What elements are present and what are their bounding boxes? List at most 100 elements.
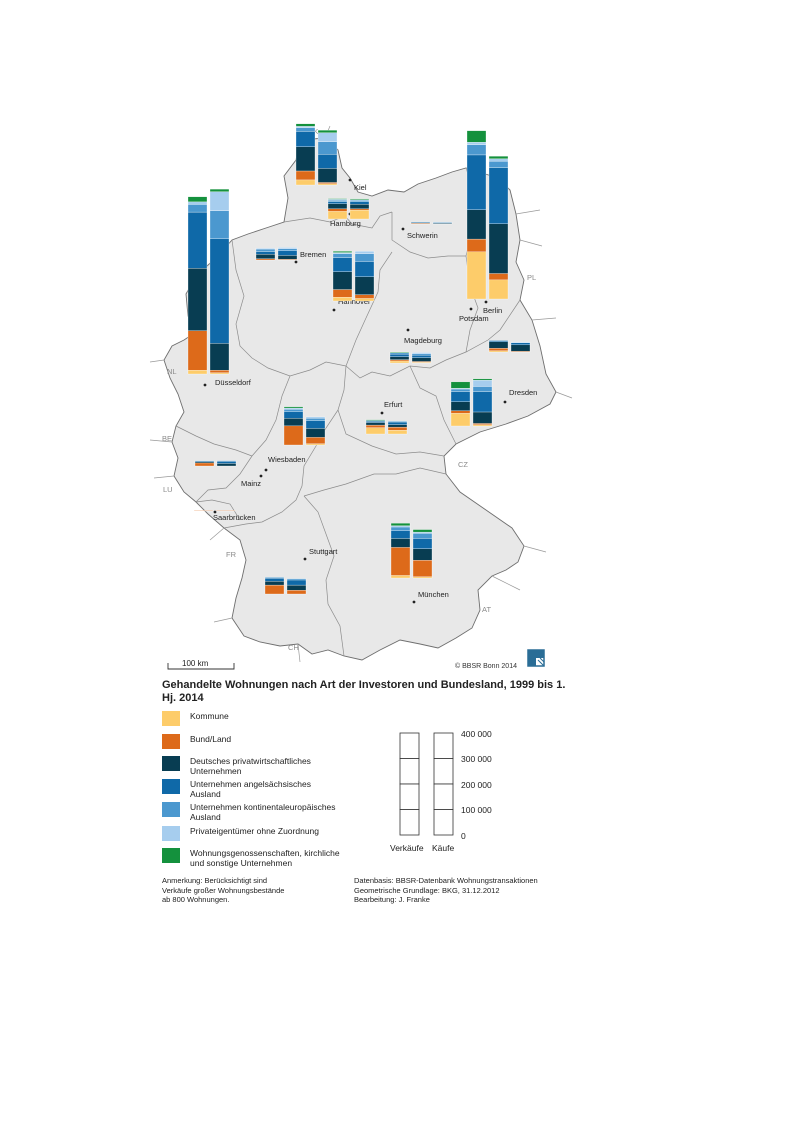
bar-brandenburg-kaeufe-privat xyxy=(510,341,531,343)
legend-item-kontinental: Unternehmen kontinentaleuropäisches Ausl… xyxy=(162,802,336,822)
scale-box-verkaeufe-2 xyxy=(399,758,420,785)
city-dot-saarbrucken xyxy=(213,510,217,514)
bar-bayern-kaeufe-privat xyxy=(412,531,433,534)
bar-bremen-kaeufe-kontinental xyxy=(277,248,298,251)
bar-sachsen-anhalt-kaeufe-privat xyxy=(411,352,432,354)
bar-niedersachsen-verkaeufe-deutsch xyxy=(332,271,353,290)
bar-hamburg-kaeufe-angel xyxy=(349,201,370,205)
bar-niedersachsen-verkaeufe-kommune xyxy=(332,297,353,302)
bar-baden-wurttemberg-verkaeufe-bund xyxy=(264,584,285,595)
bar-bremen-verkaeufe-angel xyxy=(255,251,276,255)
city-dot-wiesbaden xyxy=(264,468,268,472)
bar-sachsen-anhalt-verkaeufe-deutsch xyxy=(389,356,410,360)
bar-niedersachsen-kaeufe-kontinental xyxy=(354,253,375,262)
bar-rheinland-pfalz-verkaeufe-angel xyxy=(194,460,215,462)
bar-schleswig-holstein-kaeufe-kommune xyxy=(317,183,338,186)
legend-item-genossen: Wohnungsgenossenschaften, kirchliche und… xyxy=(162,848,340,868)
bar-hamburg-verkaeufe-bund xyxy=(327,208,348,212)
bar-bayern-verkaeufe-deutsch xyxy=(390,538,411,548)
bar-schleswig-holstein-kaeufe-angel xyxy=(317,154,338,169)
bar-bayern-verkaeufe-angel xyxy=(390,530,411,539)
bar-hessen-verkaeufe-bund xyxy=(283,425,304,446)
country-code-nl: NL xyxy=(167,367,177,376)
data-source: Datenbasis: BBSR-Datenbank Wohnungstrans… xyxy=(354,876,538,904)
bar-sachsen-anhalt-kaeufe-deutsch xyxy=(411,357,432,362)
legend-item-deutsch: Deutsches privatwirtschaftliches Unterne… xyxy=(162,756,311,776)
bar-hamburg-kaeufe-kommune xyxy=(349,209,370,220)
city-dot-munchen xyxy=(412,600,416,604)
legend-swatch-bund xyxy=(162,734,180,749)
bar-nordrhein-westfalen-kaeufe-bund xyxy=(209,370,230,373)
legend-swatch-privat xyxy=(162,826,180,841)
bar-baden-wurttemberg-verkaeufe-angel xyxy=(264,578,285,582)
bar-nordrhein-westfalen-verkaeufe-genossen xyxy=(187,196,208,203)
bar-berlin-verkaeufe-angel xyxy=(466,154,487,210)
bar-nordrhein-westfalen-kaeufe-privat xyxy=(209,191,230,211)
bar-berlin-verkaeufe-genossen xyxy=(466,130,487,143)
bbsr-logo xyxy=(527,649,545,667)
bar-sachsen-verkaeufe-angel xyxy=(450,391,471,402)
city-label-erfurt: Erfurt xyxy=(384,400,403,409)
bar-hessen-verkaeufe-privat xyxy=(283,407,304,410)
scale-box-kaeufe-3 xyxy=(433,783,454,810)
city-label-magdeburg: Magdeburg xyxy=(404,336,442,345)
bar-schleswig-holstein-verkaeufe-privat xyxy=(295,126,316,128)
country-code-lu: LU xyxy=(163,485,173,494)
legend-swatch-kontinental xyxy=(162,802,180,817)
bar-sachsen-verkaeufe-kommune xyxy=(450,413,471,427)
bar-thuringen-verkaeufe-deutsch xyxy=(365,422,386,426)
bar-nordrhein-westfalen-verkaeufe-kommune xyxy=(187,370,208,375)
bar-sachsen-anhalt-verkaeufe-angel xyxy=(389,353,410,357)
bar-niedersachsen-kaeufe-angel xyxy=(354,261,375,277)
bar-hamburg-verkaeufe-kontinental xyxy=(327,199,348,202)
bar-bremen-verkaeufe-privat xyxy=(255,248,276,250)
bar-berlin-verkaeufe-privat xyxy=(466,142,487,145)
city-dot-dresden xyxy=(503,400,507,404)
bar-bremen-verkaeufe-deutsch xyxy=(255,253,276,259)
bar-schleswig-holstein-verkaeufe-kontinental xyxy=(295,127,316,132)
bar-brandenburg-kaeufe-angel xyxy=(510,342,531,346)
city-dot-stuttgart xyxy=(303,557,307,561)
bar-baden-wurttemberg-kaeufe-deutsch xyxy=(286,584,307,591)
city-dot-hannover xyxy=(332,308,336,312)
bar-sachsen-kaeufe-bund xyxy=(472,423,493,425)
bar-hamburg-verkaeufe-kommune xyxy=(327,211,348,220)
city-label-mainz: Mainz xyxy=(241,479,261,488)
bar-nordrhein-westfalen-verkaeufe-bund xyxy=(187,330,208,371)
legend-swatch-angel xyxy=(162,779,180,794)
city-label-stuttgart: Stuttgart xyxy=(309,547,338,556)
bar-hamburg-kaeufe-bund xyxy=(349,208,370,211)
bar-bayern-verkaeufe-kontinental xyxy=(390,526,411,531)
bar-nordrhein-westfalen-kaeufe-deutsch xyxy=(209,343,230,371)
bar-sachsen-kaeufe-angel xyxy=(472,391,493,413)
city-dot-mainz xyxy=(259,474,263,478)
bar-sachsen-anhalt-verkaeufe-kommune xyxy=(389,360,410,364)
legend-item-privat: Privateigentümer ohne Zuordnung xyxy=(162,826,319,841)
bar-bremen-kaeufe-angel xyxy=(277,250,298,256)
legend-swatch-kommune xyxy=(162,711,180,726)
city-label-dresden: Dresden xyxy=(509,388,537,397)
legend-label-bund: Bund/Land xyxy=(190,734,232,744)
bar-bayern-verkaeufe-bund xyxy=(390,547,411,576)
neighbour-borders xyxy=(149,125,573,663)
legend-label-genossen: Wohnungsgenossenschaften, kirchliche und… xyxy=(190,848,340,868)
city-markers: KielHamburgSchwerinBremenHannoverBerlinP… xyxy=(203,178,537,604)
bar-berlin-kaeufe-privat xyxy=(488,158,509,162)
bar-nordrhein-westfalen-verkaeufe-privat xyxy=(187,201,208,205)
bar-rheinland-pfalz-kaeufe-angel xyxy=(216,461,237,464)
bar-hessen-verkaeufe-angel xyxy=(283,411,304,419)
bar-schleswig-holstein-verkaeufe-bund xyxy=(295,170,316,181)
bar-hamburg-kaeufe-kontinental xyxy=(349,200,370,202)
bar-niedersachsen-verkaeufe-privat xyxy=(332,252,353,254)
bar-sachsen-verkaeufe-kontinental xyxy=(450,388,471,392)
bar-niedersachsen-kaeufe-privat xyxy=(354,251,375,254)
legend-label-deutsch: Deutsches privatwirtschaftliches Unterne… xyxy=(190,756,311,776)
bar-hessen-kaeufe-bund xyxy=(305,437,326,444)
bar-sachsen-kaeufe-deutsch xyxy=(472,411,493,424)
bar-hamburg-verkaeufe-deutsch xyxy=(327,203,348,209)
bar-sachsen-anhalt-verkaeufe-kontinental xyxy=(389,352,410,355)
bar-baden-wurttemberg-kaeufe-kontinental xyxy=(286,578,307,581)
bar-niedersachsen-kaeufe-deutsch xyxy=(354,276,375,295)
bar-sachsen-anhalt-kaeufe-angel xyxy=(411,354,432,358)
bar-thuringen-kaeufe-deutsch xyxy=(387,424,408,428)
